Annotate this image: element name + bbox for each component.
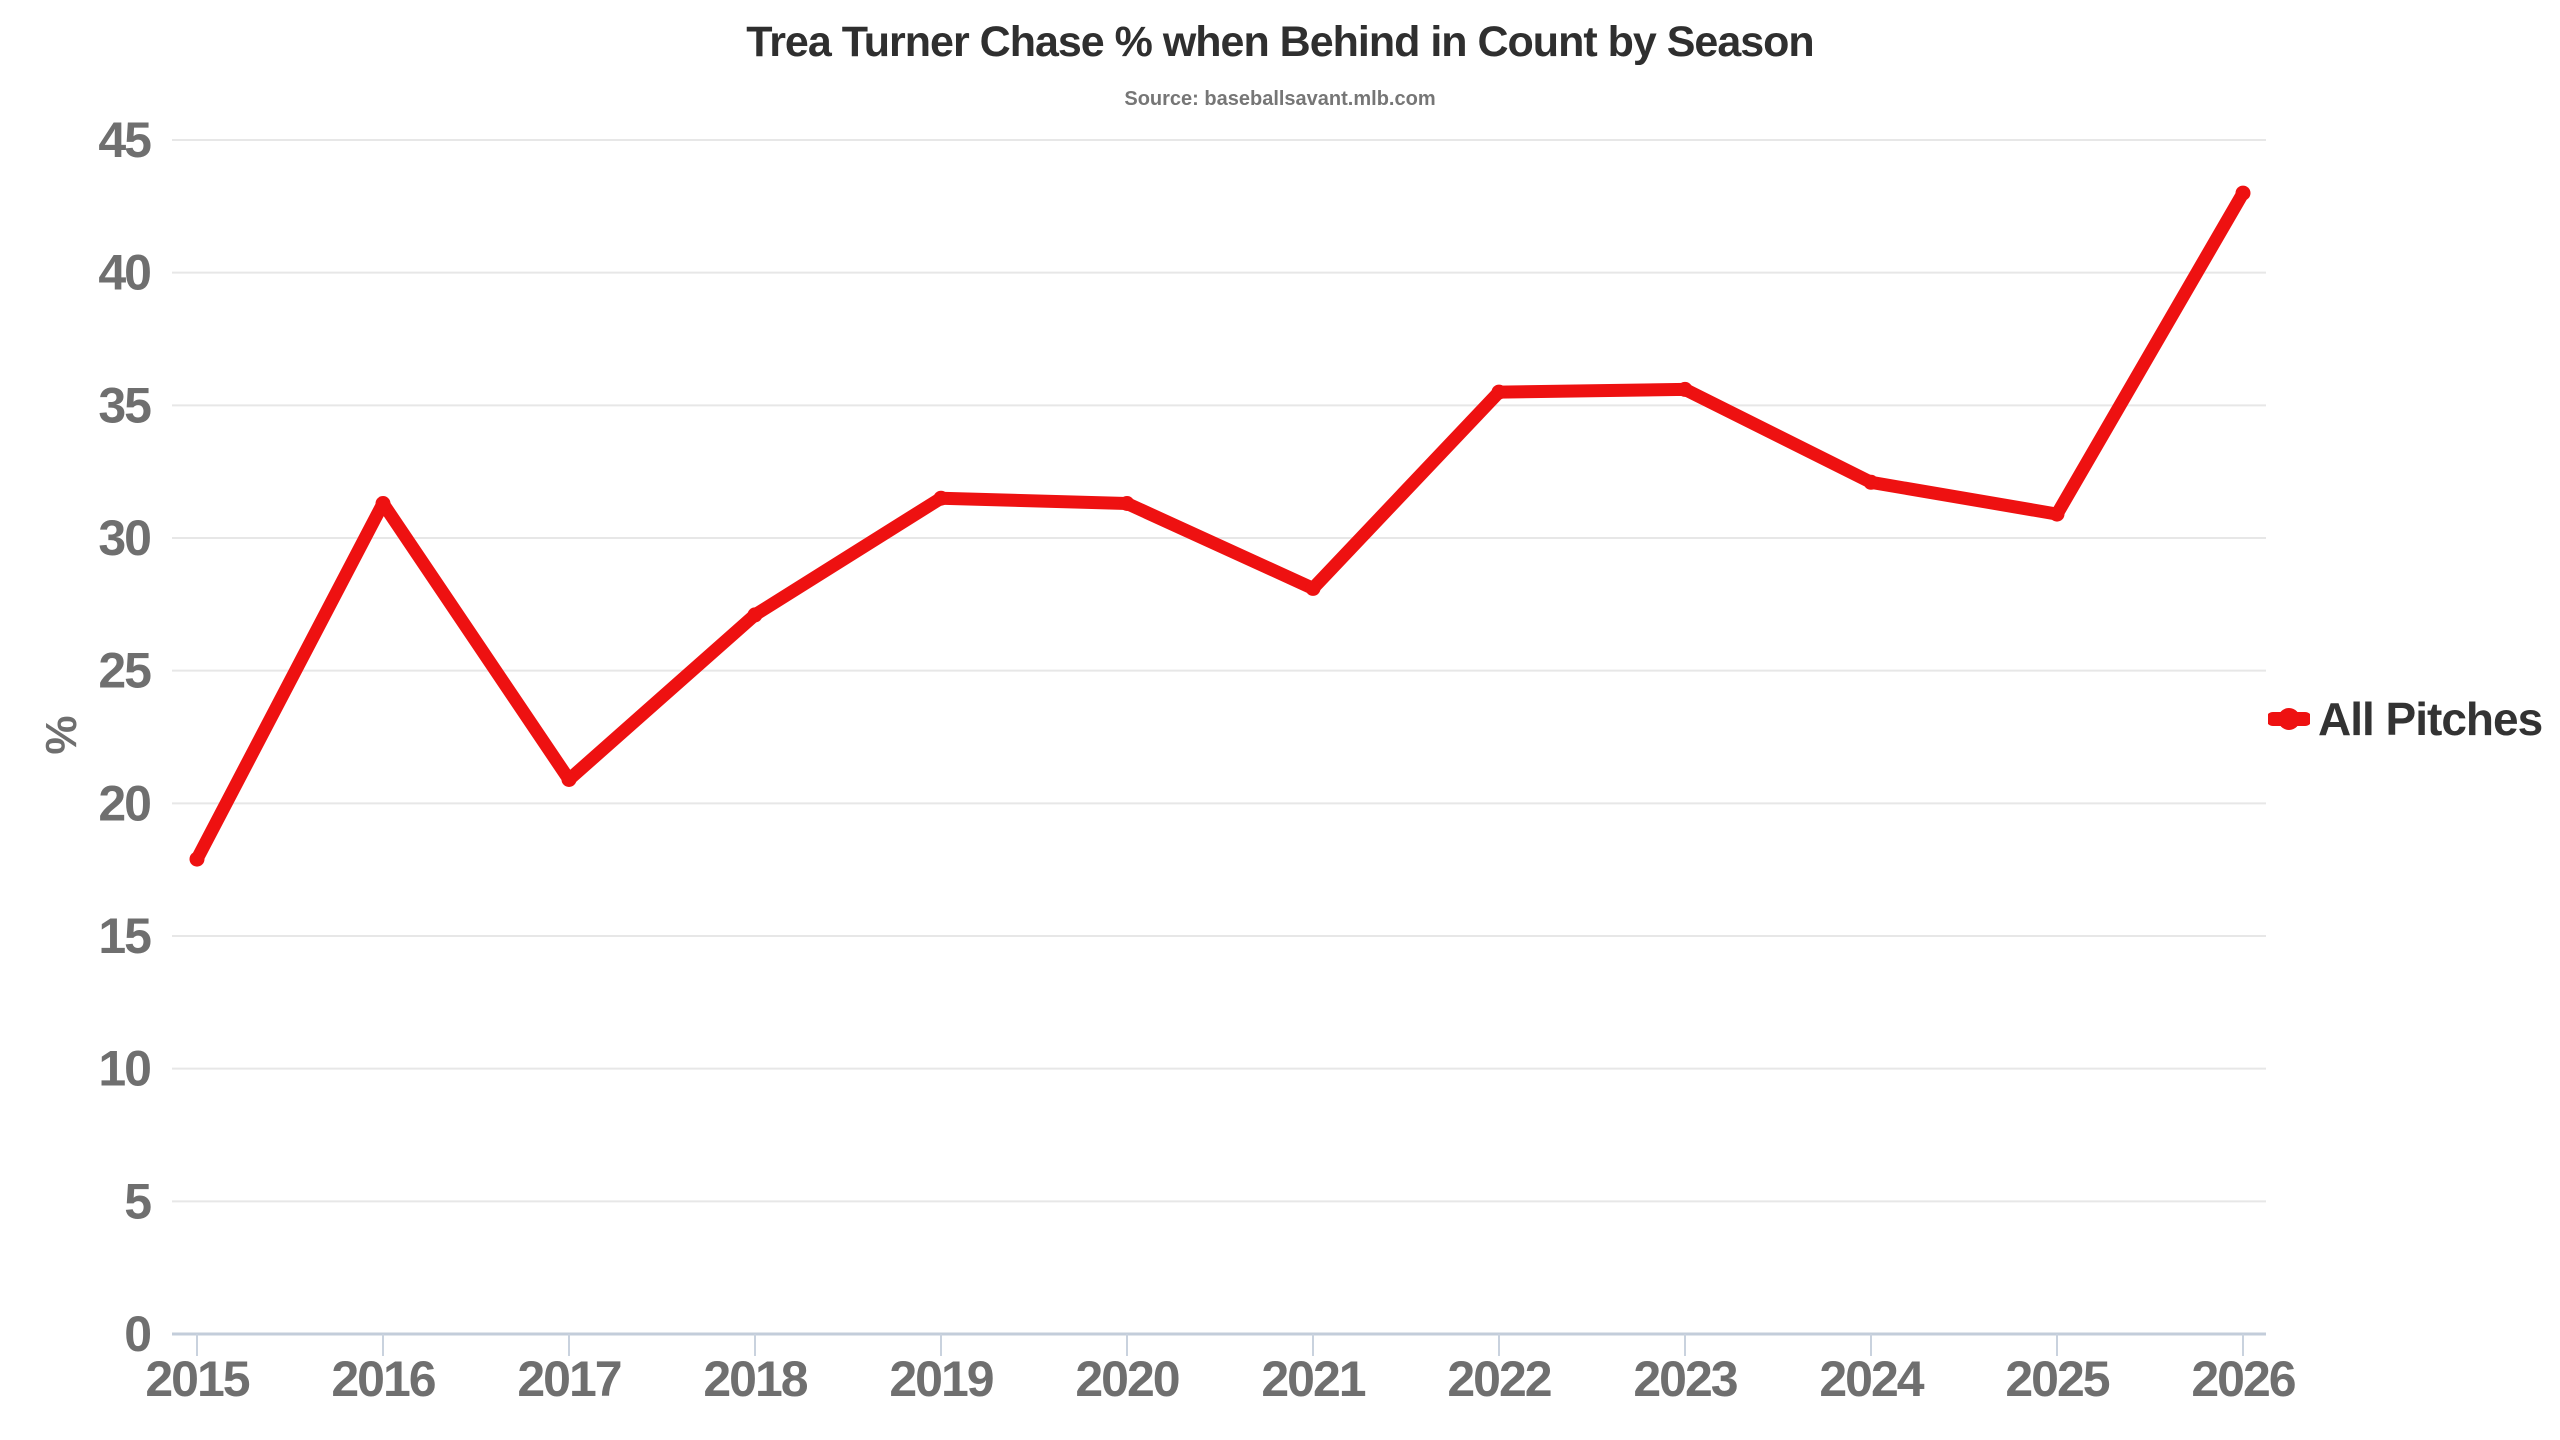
x-tick-label: 2023 xyxy=(1633,1351,1736,1407)
data-point xyxy=(375,496,391,511)
y-tick-label: 25 xyxy=(98,643,151,699)
legend: All Pitches xyxy=(2268,692,2543,746)
x-tick-label: 2019 xyxy=(889,1351,992,1407)
legend-line-swatch-icon xyxy=(2268,708,2310,730)
series-line xyxy=(190,186,2250,866)
x-tick-label: 2016 xyxy=(331,1351,434,1407)
data-point xyxy=(561,772,577,787)
y-tick-label: 40 xyxy=(98,245,150,301)
y-tick-label: 45 xyxy=(98,112,151,168)
x-tick-label: 2022 xyxy=(1447,1351,1550,1407)
data-point xyxy=(189,851,205,867)
x-tick-label: 2018 xyxy=(703,1351,807,1407)
data-point xyxy=(1677,381,1693,397)
chart-subtitle: Source: baseballsavant.mlb.com xyxy=(1124,88,1436,110)
y-tick-label: 10 xyxy=(98,1041,150,1097)
y-tick-label: 0 xyxy=(124,1306,150,1362)
y-tick-label: 30 xyxy=(98,510,150,566)
data-point xyxy=(1119,496,1135,511)
data-point xyxy=(2235,185,2251,201)
y-tick-label: 5 xyxy=(124,1173,151,1229)
data-point xyxy=(2049,506,2065,522)
x-tick-label: 2024 xyxy=(1819,1351,1924,1407)
x-tick-label: 2025 xyxy=(2005,1351,2109,1407)
y-tick-label: 20 xyxy=(98,775,150,831)
data-point xyxy=(747,607,763,623)
x-tick-label: 2015 xyxy=(145,1351,249,1407)
legend-label: All Pitches xyxy=(2318,693,2543,745)
chart-title: Trea Turner Chase % when Behind in Count… xyxy=(746,18,1814,66)
data-point xyxy=(1491,384,1507,400)
data-point xyxy=(1863,474,1879,490)
x-tick-label: 2026 xyxy=(2191,1351,2294,1407)
y-tick-label: 15 xyxy=(98,908,151,964)
x-tick-label: 2021 xyxy=(1261,1351,1365,1407)
data-point xyxy=(1305,580,1321,596)
data-point xyxy=(933,490,949,506)
y-tick-label: 35 xyxy=(98,377,151,433)
x-tick-label: 2017 xyxy=(517,1351,620,1407)
x-tick-label: 2020 xyxy=(1075,1351,1178,1407)
